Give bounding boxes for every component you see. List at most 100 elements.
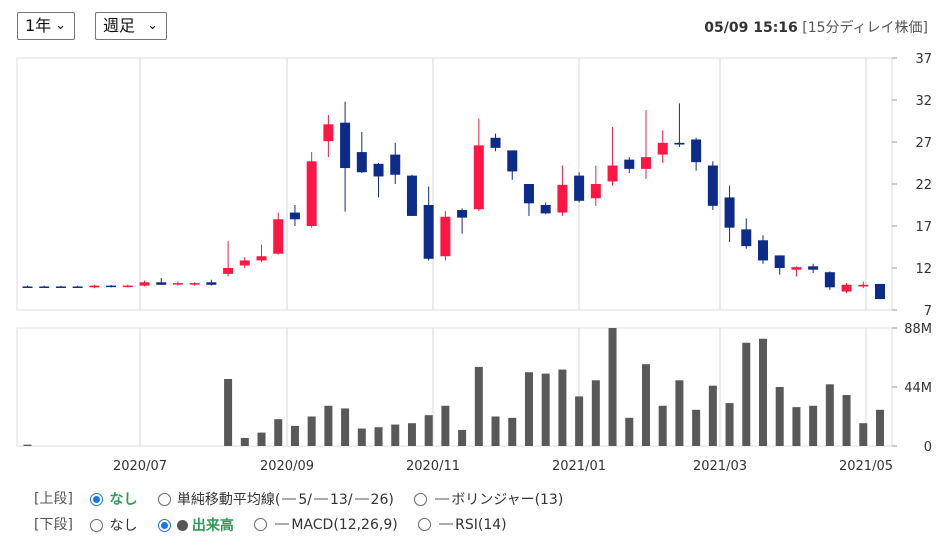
volume-bar bbox=[341, 408, 350, 446]
candle-up bbox=[590, 184, 601, 199]
line-swatch-icon bbox=[439, 523, 454, 525]
line-swatch-icon bbox=[282, 498, 297, 500]
upper-option-none[interactable]: なし bbox=[90, 489, 137, 509]
candle-up bbox=[306, 161, 317, 226]
candle-down bbox=[490, 137, 501, 148]
lower-indicator-controls: [下段] なし 出来高 MACD(12,26,9) RSI(14) bbox=[34, 514, 523, 535]
candle-down bbox=[206, 282, 217, 285]
volume-bar bbox=[458, 429, 467, 446]
volume-bar bbox=[558, 369, 567, 446]
candle-up bbox=[122, 285, 133, 288]
volume-bar bbox=[725, 403, 734, 446]
candle-up bbox=[89, 285, 100, 288]
candle-down bbox=[106, 285, 117, 288]
volume-dot-icon bbox=[176, 520, 188, 531]
upper-group-label: [上段] bbox=[34, 491, 73, 507]
candle-down bbox=[724, 197, 735, 228]
radio-icon[interactable] bbox=[254, 518, 268, 531]
lower-option-macd[interactable]: MACD(12,26,9) bbox=[254, 517, 398, 533]
lower-option-none[interactable]: なし bbox=[90, 515, 137, 535]
volume-bar bbox=[641, 364, 650, 446]
volume-bar bbox=[692, 409, 701, 446]
radio-icon[interactable] bbox=[418, 518, 432, 531]
candle-down bbox=[373, 163, 384, 177]
candle-up bbox=[139, 282, 150, 286]
volume-bar bbox=[758, 338, 767, 446]
volume-bar bbox=[608, 328, 617, 446]
candle-down bbox=[540, 205, 551, 214]
candle-up bbox=[858, 284, 869, 287]
candle-down bbox=[156, 282, 167, 285]
lower-option-volume[interactable]: 出来高 bbox=[157, 515, 234, 535]
candle-down bbox=[423, 205, 434, 259]
candle-down bbox=[757, 240, 768, 261]
candle-up bbox=[557, 184, 568, 213]
candle-down bbox=[72, 286, 83, 288]
volume-bar bbox=[625, 417, 634, 446]
candle-down bbox=[507, 150, 518, 172]
period-select-value: 1年 bbox=[25, 16, 52, 35]
volume-bar bbox=[742, 342, 751, 446]
volume-bar bbox=[391, 424, 400, 446]
upper-indicator-controls: [上段] なし 単純移動平均線(5/13/26) ボリンジャー(13) bbox=[34, 488, 579, 509]
upper-option-sma[interactable]: 単純移動平均線(5/13/26) bbox=[157, 489, 394, 509]
candle-down bbox=[574, 175, 585, 201]
volume-bar bbox=[441, 405, 450, 446]
candle-up bbox=[323, 124, 334, 142]
candle-down bbox=[774, 255, 785, 268]
volume-tick-label: 88M bbox=[904, 322, 932, 337]
candle-down bbox=[674, 142, 685, 145]
candle-down bbox=[356, 152, 367, 173]
candle-up bbox=[607, 165, 618, 182]
candle-down bbox=[808, 266, 819, 270]
candle-up bbox=[473, 145, 484, 210]
volume-bar bbox=[407, 423, 416, 446]
volume-bar bbox=[324, 405, 333, 446]
volume-bar bbox=[290, 425, 299, 446]
volume-bar bbox=[591, 380, 600, 446]
candle-up bbox=[640, 157, 651, 169]
volume-bar bbox=[524, 372, 533, 446]
price-tick-label: 37 bbox=[915, 52, 932, 67]
volume-bar bbox=[675, 380, 684, 446]
volume-bar bbox=[775, 387, 784, 446]
interval-select-value: 週足 bbox=[103, 16, 136, 35]
volume-bar bbox=[658, 405, 667, 446]
candle-up bbox=[791, 267, 802, 270]
candle-down bbox=[406, 175, 417, 216]
lower-group-label: [下段] bbox=[34, 517, 73, 533]
x-axis-label: 2020/11 bbox=[406, 459, 460, 474]
radio-icon[interactable] bbox=[90, 519, 104, 532]
volume-bar bbox=[357, 428, 366, 446]
candle-up bbox=[189, 283, 200, 285]
radio-selected-icon[interactable] bbox=[90, 493, 104, 506]
volume-bar bbox=[792, 407, 801, 446]
candle-up bbox=[440, 216, 451, 257]
chevron-down-icon: ⌄ bbox=[147, 18, 158, 33]
period-select[interactable]: 1年 ⌄ bbox=[17, 12, 75, 40]
line-swatch-icon bbox=[314, 498, 328, 500]
radio-icon[interactable] bbox=[157, 493, 171, 506]
candle-down bbox=[340, 122, 351, 169]
volume-bar bbox=[541, 373, 550, 446]
candle-down bbox=[741, 229, 752, 247]
candle-down bbox=[390, 154, 401, 175]
radio-selected-icon[interactable] bbox=[157, 519, 171, 532]
volume-tick-label: 0 bbox=[924, 440, 932, 455]
volume-bar bbox=[307, 416, 316, 446]
candle-down bbox=[707, 165, 718, 206]
upper-option-bollinger[interactable]: ボリンジャー(13) bbox=[414, 489, 563, 509]
candle-down bbox=[875, 283, 885, 300]
x-axis-label: 2021/05 bbox=[839, 459, 893, 474]
candle-up bbox=[256, 256, 267, 261]
interval-select[interactable]: 週足 ⌄ bbox=[95, 12, 167, 40]
price-tick-label: 32 bbox=[915, 94, 932, 109]
radio-icon[interactable] bbox=[414, 493, 428, 506]
price-tick-label: 27 bbox=[915, 136, 932, 151]
candle-down bbox=[624, 159, 635, 169]
volume-bar bbox=[374, 427, 383, 446]
lower-option-rsi[interactable]: RSI(14) bbox=[418, 517, 507, 533]
volume-tick-label: 44M bbox=[904, 381, 932, 396]
candle-down bbox=[39, 286, 50, 288]
